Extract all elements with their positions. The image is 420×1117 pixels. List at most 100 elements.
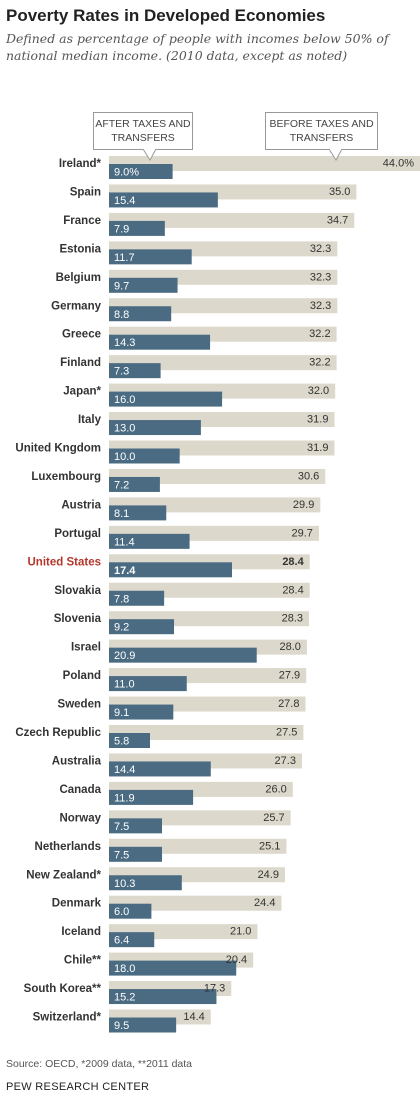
bar-after: [109, 846, 163, 862]
callout-pointer-before: [328, 148, 343, 161]
bar-after: [109, 420, 201, 436]
value-label-before: 44.0%: [383, 158, 414, 170]
bar-after: [109, 448, 180, 464]
value-label-before: 27.9: [279, 670, 300, 682]
category-label: Switzerland*: [33, 1012, 102, 1024]
value-label-before: 28.4: [282, 584, 303, 596]
callout-pointers: [142, 148, 343, 161]
bar-after: [109, 761, 211, 777]
bar-before: [109, 355, 337, 371]
value-label-before: 31.9: [307, 442, 328, 454]
value-label-after: 15.4: [114, 195, 135, 207]
value-label-after: 15.2: [114, 992, 135, 1004]
bar-after: [109, 676, 187, 692]
value-label-after: 7.5: [114, 849, 129, 861]
bar-after: [109, 505, 167, 521]
value-label-before: 32.3: [310, 300, 331, 312]
category-label: Israel: [71, 642, 101, 654]
category-label: Slovenia: [54, 613, 102, 625]
category-label: Estonia: [59, 243, 101, 255]
value-label-before: 29.7: [292, 527, 313, 539]
category-label: Czech Republic: [15, 727, 101, 739]
value-label-after: 7.9: [114, 223, 129, 235]
value-label-after: 11.9: [114, 792, 135, 804]
value-label-after: 7.8: [114, 593, 129, 605]
value-label-after: 7.2: [114, 479, 129, 491]
value-label-after: 20.9: [114, 650, 135, 662]
value-label-after: 16.0: [114, 394, 135, 406]
value-label-after: 18.0: [114, 963, 135, 975]
category-label: Norway: [59, 812, 101, 824]
value-label-before: 29.9: [293, 499, 314, 511]
bar-after: [109, 733, 150, 748]
category-label: United Kngdom: [15, 443, 101, 455]
category-label: Portugal: [54, 528, 101, 540]
value-label-before: 32.2: [309, 357, 330, 369]
value-label-after: 11.4: [114, 536, 135, 548]
bar-before: [109, 212, 355, 228]
bar-after: [109, 277, 178, 293]
callout-pointer-after: [142, 148, 157, 161]
value-label-after: 7.3: [114, 366, 129, 378]
bar-after: [109, 818, 163, 834]
category-label: Belgium: [56, 272, 101, 284]
category-label: Sweden: [58, 699, 101, 711]
value-label-before: 25.7: [263, 812, 284, 824]
value-label-after: 13.0: [114, 423, 135, 435]
value-label-after: 9.2: [114, 622, 129, 634]
bar-after: [109, 619, 175, 635]
bar-after: [109, 391, 223, 407]
category-label: Finland: [60, 357, 101, 369]
category-label: Netherlands: [35, 841, 101, 853]
bar-after: [109, 306, 172, 322]
bar-after: [109, 903, 152, 919]
bar-after: [109, 704, 174, 720]
value-label-before: 35.0: [329, 186, 350, 198]
value-label-before: 32.0: [308, 385, 329, 397]
bar-after: [109, 989, 217, 1005]
category-label: South Korea**: [24, 983, 102, 995]
value-label-after: 10.0: [114, 451, 135, 463]
bar-after: [109, 476, 160, 492]
chart-title: Poverty Rates in Developed Economies: [6, 6, 326, 25]
category-label: Chile**: [64, 955, 102, 967]
category-label: Ireland*: [59, 158, 102, 170]
category-label: Germany: [51, 300, 101, 312]
value-label-before: 30.6: [298, 470, 319, 482]
value-label-before: 28.0: [279, 641, 300, 653]
category-label: Iceland: [61, 926, 101, 938]
category-label: Australia: [52, 755, 102, 767]
category-label: Luxembourg: [31, 471, 101, 483]
value-label-after: 9.0%: [114, 167, 139, 179]
bar-after: [109, 562, 232, 578]
value-label-before: 20.4: [226, 954, 247, 966]
callout-pointer-before-mask: [330, 148, 341, 150]
legend-callout-after: AFTER TAXES AND TRANSFERS: [93, 112, 193, 150]
bar-before: [109, 895, 282, 911]
bar-after: [109, 220, 165, 236]
category-label: Denmark: [52, 898, 102, 910]
bar-before: [109, 725, 304, 740]
value-label-after: 8.1: [114, 508, 129, 520]
bar-after: [109, 932, 155, 948]
value-label-before: 32.2: [309, 328, 330, 340]
category-label: United States: [28, 556, 102, 568]
value-label-before: 25.1: [259, 840, 280, 852]
value-label-before: 31.9: [307, 414, 328, 426]
value-label-before: 27.5: [276, 727, 297, 739]
value-label-before: 28.4: [282, 556, 304, 568]
category-label: Japan*: [63, 386, 101, 398]
value-label-after: 9.7: [114, 280, 129, 292]
bar-after: [109, 590, 165, 606]
value-label-before: 32.3: [310, 243, 331, 255]
category-label: New Zealand*: [26, 869, 101, 881]
value-label-after: 6.0: [114, 906, 129, 918]
value-labels: 9.0% 44.0% 15.4 35.0 7.9 34.7 11.7 32.3 9.7 32.3 8…: [114, 158, 414, 1033]
value-label-after: 10.3: [114, 878, 135, 890]
value-label-before: 17.3: [204, 983, 225, 995]
category-label: Canada: [59, 784, 101, 796]
value-label-before: 24.4: [254, 897, 275, 909]
value-label-after: 6.4: [114, 935, 129, 947]
bar-after: [109, 192, 218, 208]
value-label-after: 9.1: [114, 707, 129, 719]
